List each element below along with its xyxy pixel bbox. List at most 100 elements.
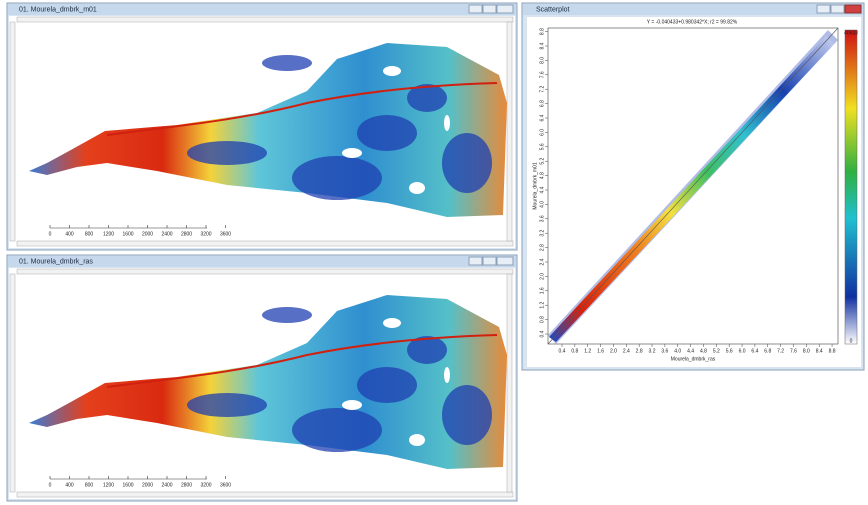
low-value-area — [262, 307, 312, 323]
y-tick-label: 6.4 — [539, 114, 545, 121]
y-tick-label: 8.0 — [539, 57, 545, 64]
y-tick-label: 7.2 — [539, 86, 545, 93]
bottom-ruler — [17, 241, 513, 246]
y-tick-label: 2.8 — [539, 244, 545, 251]
y-tick-label: 0.4 — [539, 330, 545, 337]
colorbar — [845, 30, 857, 344]
right-ruler — [507, 274, 512, 492]
low-value-area — [442, 133, 492, 193]
scale-label: 3600 — [220, 482, 231, 488]
y-tick-label: 5.6 — [539, 143, 545, 150]
minimize-button[interactable] — [817, 5, 830, 13]
x-tick-label: 6.4 — [751, 348, 758, 354]
close-button[interactable] — [845, 5, 861, 13]
low-value-area — [292, 156, 382, 200]
nodata-hole — [444, 115, 450, 131]
scale-label: 3600 — [220, 231, 231, 237]
x-tick-label: 7.2 — [777, 348, 784, 354]
x-tick-label: 4.8 — [700, 348, 707, 354]
nodata-hole — [383, 66, 401, 76]
scale-label: 2400 — [161, 482, 172, 488]
x-tick-label: 3.2 — [649, 348, 656, 354]
nodata-hole — [342, 148, 362, 158]
x-tick-label: 0.4 — [559, 348, 566, 354]
x-tick-label: 6.0 — [739, 348, 746, 354]
maximize-button[interactable] — [483, 257, 496, 265]
x-tick-label: 4.0 — [674, 348, 681, 354]
scale-label: 400 — [65, 231, 74, 237]
maximize-button[interactable] — [483, 5, 496, 13]
nodata-hole — [409, 182, 425, 194]
x-tick-label: 5.6 — [726, 348, 733, 354]
left-ruler — [10, 22, 15, 241]
minimize-button[interactable] — [469, 5, 482, 13]
page: {"windows": [ {"title": "01. Mourela_dmb… — [0, 0, 868, 505]
minimize-button[interactable] — [469, 257, 482, 265]
x-tick-label: 8.8 — [829, 348, 836, 354]
x-tick-label: 6.8 — [764, 348, 771, 354]
low-value-area — [187, 393, 267, 417]
y-tick-label: 4.0 — [539, 201, 545, 208]
scale-label: 2000 — [142, 482, 153, 488]
scale-label: 800 — [85, 482, 94, 488]
scale-label: 1200 — [103, 231, 114, 237]
x-tick-label: 1.2 — [584, 348, 591, 354]
window-title: 01. Mourela_dmbrk_ras — [19, 258, 93, 265]
x-tick-label: 2.8 — [636, 348, 643, 354]
top-ruler — [17, 269, 513, 274]
map-windows: 01. Mourela_dmbrk_m01 0 400 800 1200 1600 2000… — [7, 3, 517, 501]
x-tick-label: 4.4 — [687, 348, 694, 354]
window-title: 01. Mourela_dmbrk_m01 — [19, 6, 97, 13]
low-value-area — [357, 367, 417, 403]
scale-label: 2000 — [142, 231, 153, 237]
x-tick-label: 3.6 — [661, 348, 668, 354]
scale-label: 0 — [49, 482, 52, 488]
scale-label: 1200 — [103, 482, 114, 488]
nodata-hole — [444, 367, 450, 383]
y-tick-label: 6.8 — [539, 100, 545, 107]
x-tick-label: 2.0 — [610, 348, 617, 354]
scale-label: 2800 — [181, 482, 192, 488]
y-axis-label: Mourela_dmbrk_m01 — [532, 162, 538, 209]
x-tick-label: 5.2 — [713, 348, 720, 354]
x-axis-label: Mourela_dmbrk_ras — [671, 356, 716, 362]
close-button[interactable] — [497, 5, 513, 13]
low-value-area — [292, 408, 382, 452]
y-tick-label: 1.2 — [539, 302, 545, 309]
x-tick-label: 7.6 — [790, 348, 797, 354]
scale-label: 400 — [65, 482, 74, 488]
scale-label: 2800 — [181, 231, 192, 237]
scale-label: 3200 — [200, 231, 211, 237]
scale-label: 800 — [85, 231, 94, 237]
y-tick-label: 7.6 — [539, 71, 545, 78]
y-tick-label: 8.4 — [539, 42, 545, 49]
scatter-window: Scatterplot Y = -0.040433+0.980342*X; r2… — [522, 3, 864, 370]
window-title: Scatterplot — [536, 6, 570, 13]
y-tick-label: 4.4 — [539, 186, 545, 193]
y-tick-label: 1.6 — [539, 287, 545, 294]
y-tick-label: 0.8 — [539, 316, 545, 323]
maximize-button[interactable] — [831, 5, 844, 13]
x-tick-label: 1.6 — [597, 348, 604, 354]
low-value-area — [262, 55, 312, 71]
close-button[interactable] — [497, 257, 513, 265]
nodata-hole — [383, 318, 401, 328]
scale-label: 3200 — [200, 482, 211, 488]
map-window: 01. Mourela_dmbrk_m01 0 400 800 1200 1600 2000… — [7, 3, 517, 250]
scale-label: 0 — [49, 231, 52, 237]
left-ruler — [10, 274, 15, 492]
screen: Scatterplot Y = -0.040433+0.980342*X; r2… — [0, 0, 868, 505]
colorbar-min: 0 — [850, 338, 853, 344]
y-tick-label: 8.8 — [539, 28, 545, 35]
y-tick-label: 2.4 — [539, 258, 545, 265]
x-tick-label: 0.8 — [571, 348, 578, 354]
right-ruler — [507, 22, 512, 241]
x-tick-label: 8.4 — [816, 348, 823, 354]
low-value-area — [442, 385, 492, 445]
nodata-hole — [342, 400, 362, 410]
scale-label: 1600 — [122, 231, 133, 237]
y-tick-label: 3.2 — [539, 230, 545, 237]
y-tick-label: 4.8 — [539, 172, 545, 179]
y-tick-label: 6.0 — [539, 129, 545, 136]
